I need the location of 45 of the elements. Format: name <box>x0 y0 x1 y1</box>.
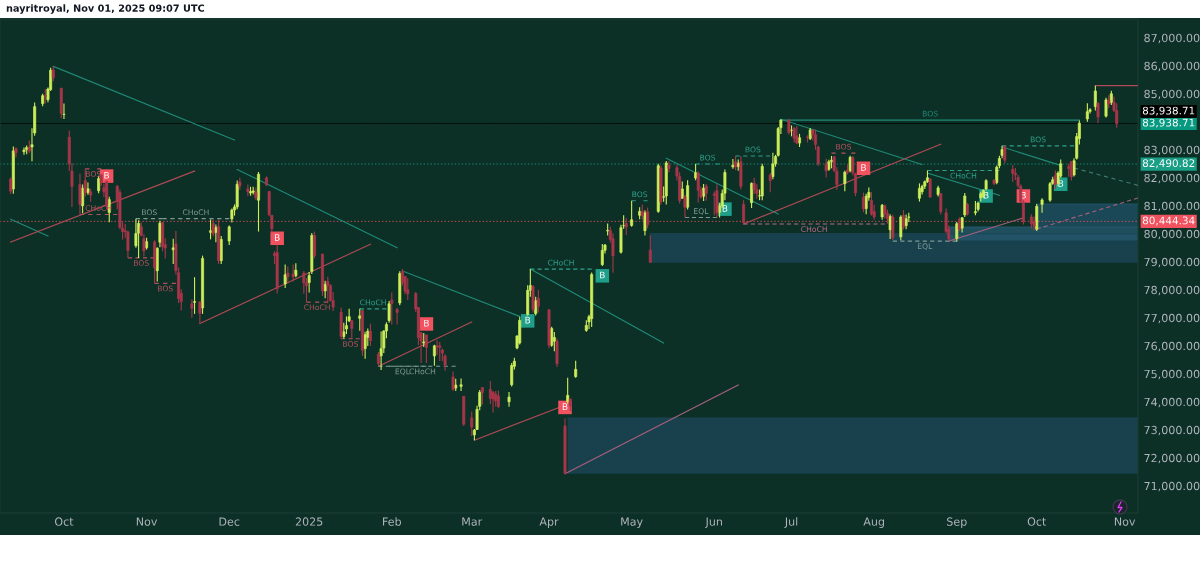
y-tick-label: 72,000.00 <box>1144 453 1200 464</box>
y-tick-label: 87,000.00 <box>1144 33 1200 44</box>
y-tick-label: 77,000.00 <box>1144 313 1200 324</box>
ref-line-label: 83,938.71 <box>1142 106 1195 116</box>
data-label: B <box>861 164 866 171</box>
y-tick-label: 81,000.00 <box>1144 201 1200 212</box>
ref-line-label: 80,444.34 <box>1142 216 1195 226</box>
y-tick-label: 76,000.00 <box>1144 341 1200 352</box>
y-tick-label: 74,000.00 <box>1144 397 1200 408</box>
x-tick-label: 2025 <box>295 517 323 526</box>
x-tick-label: May <box>621 517 643 528</box>
y-tick-label: 78,000.00 <box>1144 285 1200 296</box>
data-label: B <box>600 271 605 279</box>
data-label: B <box>274 234 280 241</box>
y-tick-label: 80,000.00 <box>1144 229 1200 240</box>
x-tick-label: Nov <box>1114 517 1136 526</box>
ref-line-label: 82,490.82 <box>1142 159 1195 169</box>
x-tick-label: Jun <box>704 517 722 528</box>
x-tick-label: Nov <box>136 517 158 526</box>
x-tick-label: Aug <box>863 517 884 528</box>
x-tick-label: Jul <box>784 517 798 528</box>
y-tick-label: 86,000.00 <box>1144 61 1200 72</box>
data-label: B <box>722 205 728 212</box>
x-tick-label: Oct <box>54 517 74 526</box>
x-tick-label: Apr <box>539 517 559 528</box>
y-tick-label: 79,000.00 <box>1144 257 1200 268</box>
x-tick-label: Dec <box>219 517 240 526</box>
y-tick-label: 73,000.00 <box>1144 425 1200 436</box>
data-label: B <box>525 316 531 324</box>
y-tick-label: 82,000.00 <box>1144 173 1200 184</box>
data-label: B <box>424 319 429 327</box>
y-tick-label: 85,000.00 <box>1144 89 1200 100</box>
y-tick-label: 71,000.00 <box>1144 481 1200 492</box>
data-label: B <box>104 172 110 179</box>
text: nayritroyal, Nov 01, 2025 09:07 UTC <box>6 4 205 14</box>
x-tick-label: Sep <box>947 517 967 528</box>
ref-line-label: 83,938.71 <box>1142 118 1195 128</box>
data-label: B <box>562 403 568 410</box>
y-tick-label: 75,000.00 <box>1144 369 1200 380</box>
x-tick-label: Oct <box>1027 517 1047 526</box>
x-tick-label: Feb <box>383 517 401 526</box>
data-label: B <box>983 191 989 199</box>
data-label: B <box>1021 191 1026 199</box>
y-tick-label: 83,000.00 <box>1144 145 1200 156</box>
x-tick-label: Mar <box>462 517 483 526</box>
